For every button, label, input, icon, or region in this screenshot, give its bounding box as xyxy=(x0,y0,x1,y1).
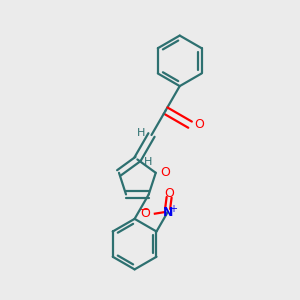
Text: −: − xyxy=(140,205,149,215)
Text: +: + xyxy=(169,204,177,214)
Text: O: O xyxy=(160,166,170,179)
Text: O: O xyxy=(140,207,150,220)
Text: N: N xyxy=(162,206,173,219)
Text: O: O xyxy=(164,187,174,200)
Text: O: O xyxy=(194,118,204,131)
Text: H: H xyxy=(136,128,145,138)
Text: H: H xyxy=(144,157,152,167)
